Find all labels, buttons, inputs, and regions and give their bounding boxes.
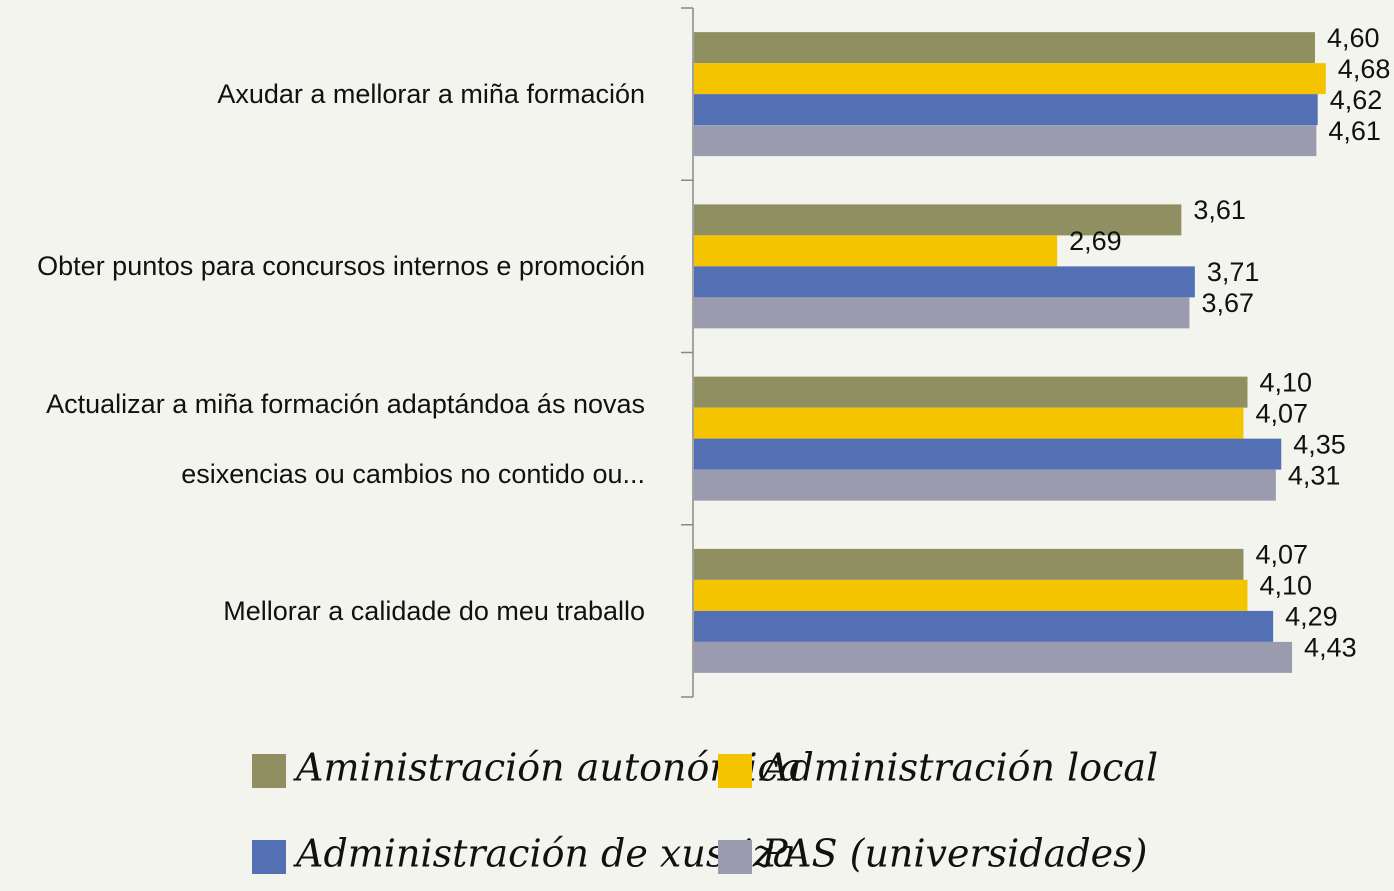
legend-label: Aministración autonómica	[293, 746, 801, 790]
legend-label: PAS (universidades)	[761, 832, 1147, 876]
category-label: Axudar a mellorar a miña formación	[217, 79, 645, 110]
bar	[694, 63, 1326, 95]
bar	[694, 204, 1182, 236]
bar	[694, 610, 1274, 642]
bar	[694, 94, 1318, 126]
value-label: 4,07	[1255, 540, 1308, 570]
legend-swatch	[252, 754, 286, 788]
bar	[694, 579, 1248, 611]
legend-swatch	[718, 840, 752, 874]
legend-label: Administración local	[759, 746, 1158, 790]
bar	[694, 407, 1244, 439]
bar	[694, 641, 1293, 673]
bar	[694, 32, 1315, 64]
value-label: 4,68	[1338, 54, 1391, 84]
bar	[694, 376, 1248, 408]
value-label: 4,29	[1285, 602, 1338, 632]
bar	[694, 548, 1244, 580]
value-label: 4,61	[1328, 116, 1381, 146]
category-label: Obter puntos para concursos internos e p…	[37, 251, 645, 282]
value-label: 2,69	[1069, 226, 1122, 256]
value-label: 4,62	[1330, 85, 1383, 115]
bar	[694, 266, 1195, 298]
bar	[694, 469, 1276, 501]
value-label: 3,71	[1207, 257, 1260, 287]
bar	[694, 125, 1317, 157]
value-label: 4,10	[1260, 571, 1313, 601]
legend-swatch	[252, 840, 286, 874]
value-label: 4,31	[1288, 460, 1341, 490]
value-label: 4,43	[1304, 633, 1357, 663]
value-label: 4,10	[1260, 367, 1313, 397]
bar	[694, 438, 1282, 470]
legend-swatch	[718, 754, 752, 788]
value-label: 3,61	[1193, 195, 1246, 225]
value-label: 4,35	[1293, 429, 1346, 459]
bar	[694, 297, 1190, 329]
bar	[694, 235, 1058, 267]
category-label: Mellorar a calidade do meu traballo	[223, 595, 645, 626]
value-label: 3,67	[1201, 288, 1254, 318]
legend-label: Administración de xustiza	[293, 832, 795, 876]
category-label: Actualizar a miña formación adaptándoa á…	[46, 388, 645, 489]
value-label: 4,60	[1327, 23, 1380, 53]
value-label: 4,07	[1255, 398, 1308, 428]
